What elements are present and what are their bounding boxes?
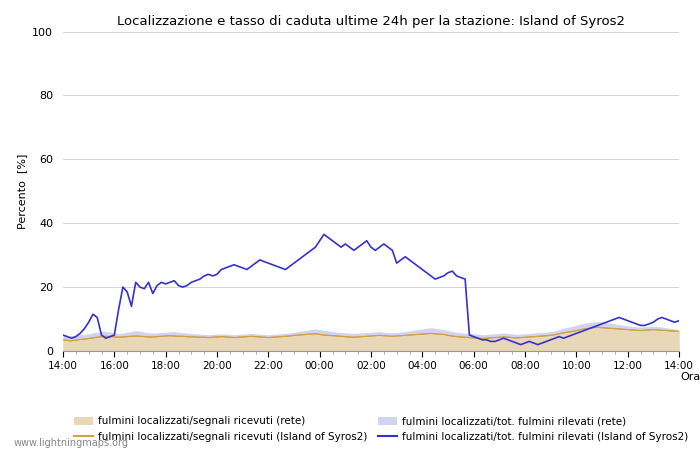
Text: Orario: Orario	[680, 372, 700, 382]
Text: www.lightningmaps.org: www.lightningmaps.org	[14, 438, 129, 448]
Y-axis label: Percento  [%]: Percento [%]	[17, 153, 27, 229]
Title: Localizzazione e tasso di caduta ultime 24h per la stazione: Island of Syros2: Localizzazione e tasso di caduta ultime …	[117, 14, 625, 27]
Legend: fulmini localizzati/segnali ricevuti (rete), fulmini localizzati/segnali ricevut: fulmini localizzati/segnali ricevuti (re…	[74, 416, 688, 441]
